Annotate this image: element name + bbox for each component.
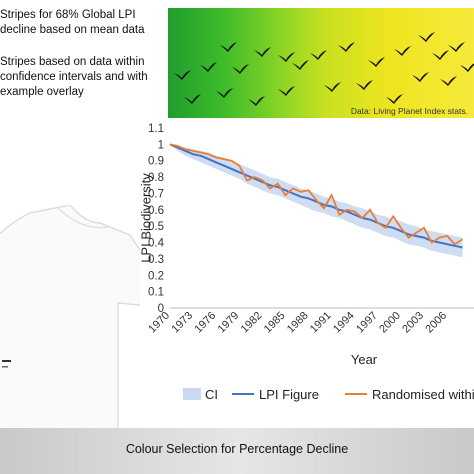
bird-silhouette [248, 96, 265, 106]
x-tick-label: 1985 [262, 310, 288, 336]
lpi-figure-line [169, 143, 463, 249]
note-line: confidence intervals and with [0, 71, 148, 83]
bird-silhouette [292, 60, 309, 70]
y-tick-label: 0.6 [148, 205, 164, 217]
bird-silhouette [412, 72, 429, 82]
bird-silhouette [220, 42, 237, 52]
x-axis-title: Year [351, 352, 378, 367]
y-tick-label: 0.9 [148, 156, 164, 168]
chart-legend: CI LPI Figure Randomised within [183, 387, 474, 402]
y-tick-label: 0.5 [148, 221, 164, 233]
y-tick-label: 1.1 [148, 123, 164, 135]
x-tick-label: 1976 [193, 310, 219, 336]
footer-caption: Colour Selection for Percentage Decline [125, 442, 349, 456]
description-notes: Stripes for 68% Global LPI decline based… [0, 8, 168, 100]
y-axis-title: LPI Biodiversity [139, 173, 154, 263]
bird-silhouette [254, 47, 271, 57]
x-tick-label: 2003 [400, 310, 426, 336]
legend-label: Randomised within [372, 387, 474, 402]
y-tick-label: 0.1 [148, 287, 164, 299]
lpi-chart: 00.10.20.30.40.50.60.70.80.911.1 1970197… [139, 123, 474, 402]
bird-silhouette [310, 50, 327, 60]
footer-bar: Colour Selection for Percentage Decline [0, 428, 474, 474]
bird-silhouette [440, 76, 457, 86]
bird-silhouette [386, 94, 403, 104]
note-line: Stripes for 68% Global LPI [0, 9, 136, 21]
y-tick-label: 0.2 [148, 270, 164, 282]
x-tick-label: 1973 [169, 310, 195, 336]
legend-label: CI [205, 387, 218, 402]
randomised-line [169, 143, 463, 246]
note-line: decline based on mean data [0, 24, 145, 36]
x-tick-label: 1994 [331, 310, 357, 336]
y-tick-label: 0 [158, 303, 164, 315]
flying-birds-icon [174, 32, 474, 106]
bird-silhouette [356, 80, 373, 90]
bird-silhouette [278, 52, 295, 62]
y-tick-label: 0.8 [148, 172, 164, 184]
x-tick-label: 2006 [423, 310, 449, 336]
bird-silhouette [460, 63, 474, 72]
data-source-note: Data: Living Planet Index stats. [350, 106, 468, 116]
note-line: example overlay [0, 86, 84, 98]
note-line: Stripes based on data within [0, 56, 145, 68]
bird-silhouette [174, 70, 191, 80]
x-tick-label: 2000 [377, 310, 403, 336]
bird-silhouette [368, 57, 385, 67]
bird-silhouette [418, 32, 435, 42]
bird-silhouette [324, 82, 341, 92]
bird-silhouette [200, 62, 217, 72]
bird-silhouette [394, 46, 411, 56]
bird-silhouette [216, 88, 233, 98]
y-tick-label: 0.4 [148, 238, 165, 250]
x-tick-label: 1991 [308, 310, 334, 336]
x-tick-label: 1970 [146, 310, 172, 336]
legend-swatch-ci [183, 388, 201, 400]
x-tick-label: 1988 [285, 310, 311, 336]
bird-silhouette [184, 94, 201, 104]
y-tick-label: 0.7 [148, 188, 164, 200]
y-tick-label: 0.3 [148, 254, 164, 266]
x-tick-label: 1997 [354, 310, 380, 336]
bird-silhouette [448, 42, 465, 52]
bird-silhouette [278, 86, 295, 96]
bird-silhouette [338, 42, 355, 52]
x-tick-label: 1979 [216, 310, 242, 336]
legend-label: LPI Figure [259, 387, 319, 402]
x-tick-label: 1982 [239, 310, 265, 336]
bird-silhouette [232, 64, 249, 74]
tshirt-icon [0, 205, 140, 435]
y-tick-label: 1 [158, 139, 164, 151]
bird-silhouette [432, 50, 449, 60]
warming-stripes-band: Data: Living Planet Index stats. [168, 8, 474, 118]
